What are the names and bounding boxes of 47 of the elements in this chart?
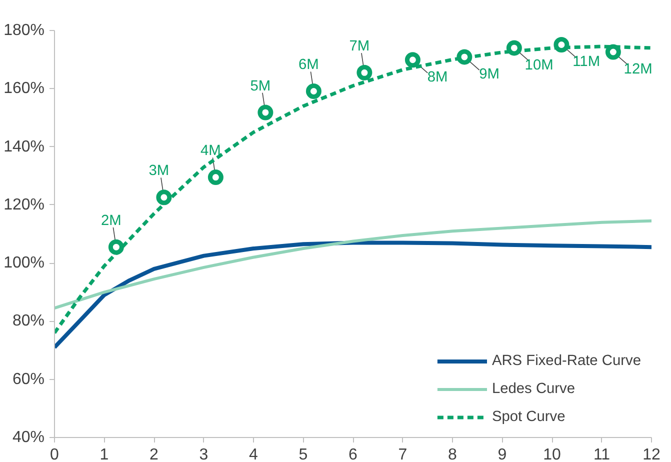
annotation: 7M xyxy=(349,38,370,54)
y-tick-label: 120% xyxy=(4,196,44,214)
point xyxy=(306,84,322,99)
x-tick-label: 0 xyxy=(50,446,60,462)
point xyxy=(456,49,472,65)
y-tick-label: 100% xyxy=(4,254,44,272)
x-tick-label: 7 xyxy=(398,446,408,462)
legend-label: ARS Fixed-Rate Curve xyxy=(492,353,641,369)
annotation: 9M xyxy=(479,66,500,82)
point xyxy=(404,52,420,68)
legend-label: Spot Curve xyxy=(492,409,566,425)
y-tick-label: 60% xyxy=(12,370,45,388)
annotation: 5M xyxy=(250,78,271,94)
point xyxy=(356,64,372,80)
y-tick-label: 140% xyxy=(4,138,44,156)
y-tick-label: 160% xyxy=(4,80,44,98)
point xyxy=(258,104,274,120)
point xyxy=(605,44,621,60)
x-tick-label: 12 xyxy=(642,446,660,462)
x-tick-label: 3 xyxy=(199,446,208,462)
point xyxy=(108,239,124,255)
point xyxy=(156,190,172,206)
point xyxy=(208,170,224,186)
annotation: 10M xyxy=(524,57,554,74)
x-tick-label: 11 xyxy=(593,446,610,462)
x-tick-label: 9 xyxy=(498,446,507,462)
line-series xyxy=(54,240,652,350)
x-tick-label: 8 xyxy=(448,446,458,462)
annotation: 8M xyxy=(427,69,448,86)
annotation: 12M xyxy=(624,61,652,78)
x-tick-label: 1 xyxy=(100,446,109,462)
x-tick-label: 10 xyxy=(543,446,561,462)
annotation: 3M xyxy=(148,163,170,180)
y-tick-label: 40% xyxy=(12,429,45,446)
legend-label: Ledes Curve xyxy=(492,381,576,397)
y-tick-label: 80% xyxy=(12,312,45,330)
annotation: 4M xyxy=(200,143,221,160)
x-tick-label: 6 xyxy=(348,446,358,462)
annotation: 2M xyxy=(101,212,122,229)
x-tick-label: 4 xyxy=(249,446,258,462)
x-tick-label: 5 xyxy=(298,446,308,462)
y-tick-label: 180% xyxy=(4,22,44,39)
point xyxy=(554,37,570,52)
annotation: 11M xyxy=(572,54,600,70)
point xyxy=(506,40,522,56)
x-tick-label: 2 xyxy=(150,446,159,462)
annotation: 6M xyxy=(298,57,319,74)
